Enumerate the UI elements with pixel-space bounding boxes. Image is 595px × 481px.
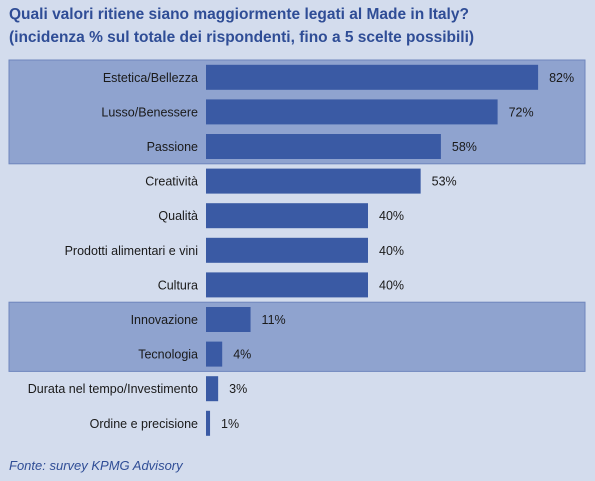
value-label: 40%	[379, 278, 404, 292]
category-label: Qualità	[158, 209, 198, 223]
value-label: 58%	[452, 140, 477, 154]
category-label: Estetica/Bellezza	[103, 71, 198, 85]
bar	[206, 134, 441, 159]
value-label: 1%	[221, 417, 239, 431]
category-label: Ordine e precisione	[90, 417, 198, 431]
category-label: Passione	[147, 140, 198, 154]
value-label: 11%	[262, 313, 286, 327]
title-line-2: (incidenza % sul totale dei rispondenti,…	[9, 29, 475, 46]
category-label: Prodotti alimentari e vini	[65, 244, 198, 258]
source-note: Fonte: survey KPMG Advisory	[9, 458, 183, 473]
category-label: Tecnologia	[138, 348, 198, 362]
category-label: Creatività	[145, 175, 198, 189]
bar	[206, 376, 219, 402]
bar	[206, 341, 223, 367]
title-line-1: Quali valori ritiene siano maggiormente …	[9, 6, 469, 23]
value-label: 4%	[233, 348, 251, 362]
bar	[206, 307, 251, 332]
highlight-band-2	[8, 301, 586, 372]
category-label: Innovazione	[131, 313, 198, 327]
category-label: Lusso/Benessere	[101, 105, 198, 119]
bar	[206, 237, 368, 263]
chart-title: Quali valori ritiene siano maggiormente …	[9, 3, 474, 49]
category-label: Cultura	[158, 278, 198, 292]
bar	[206, 99, 498, 125]
value-label: 40%	[379, 244, 404, 258]
bar	[206, 168, 421, 194]
value-label: 53%	[432, 175, 457, 189]
value-label: 40%	[379, 209, 404, 223]
value-label: 72%	[509, 105, 534, 119]
value-label: 3%	[229, 382, 247, 396]
bar	[206, 272, 368, 298]
bar	[206, 64, 539, 90]
value-label: 82%	[549, 71, 574, 85]
category-label: Durata nel tempo/Investimento	[28, 382, 198, 396]
bar	[206, 203, 368, 229]
bar	[206, 410, 211, 436]
